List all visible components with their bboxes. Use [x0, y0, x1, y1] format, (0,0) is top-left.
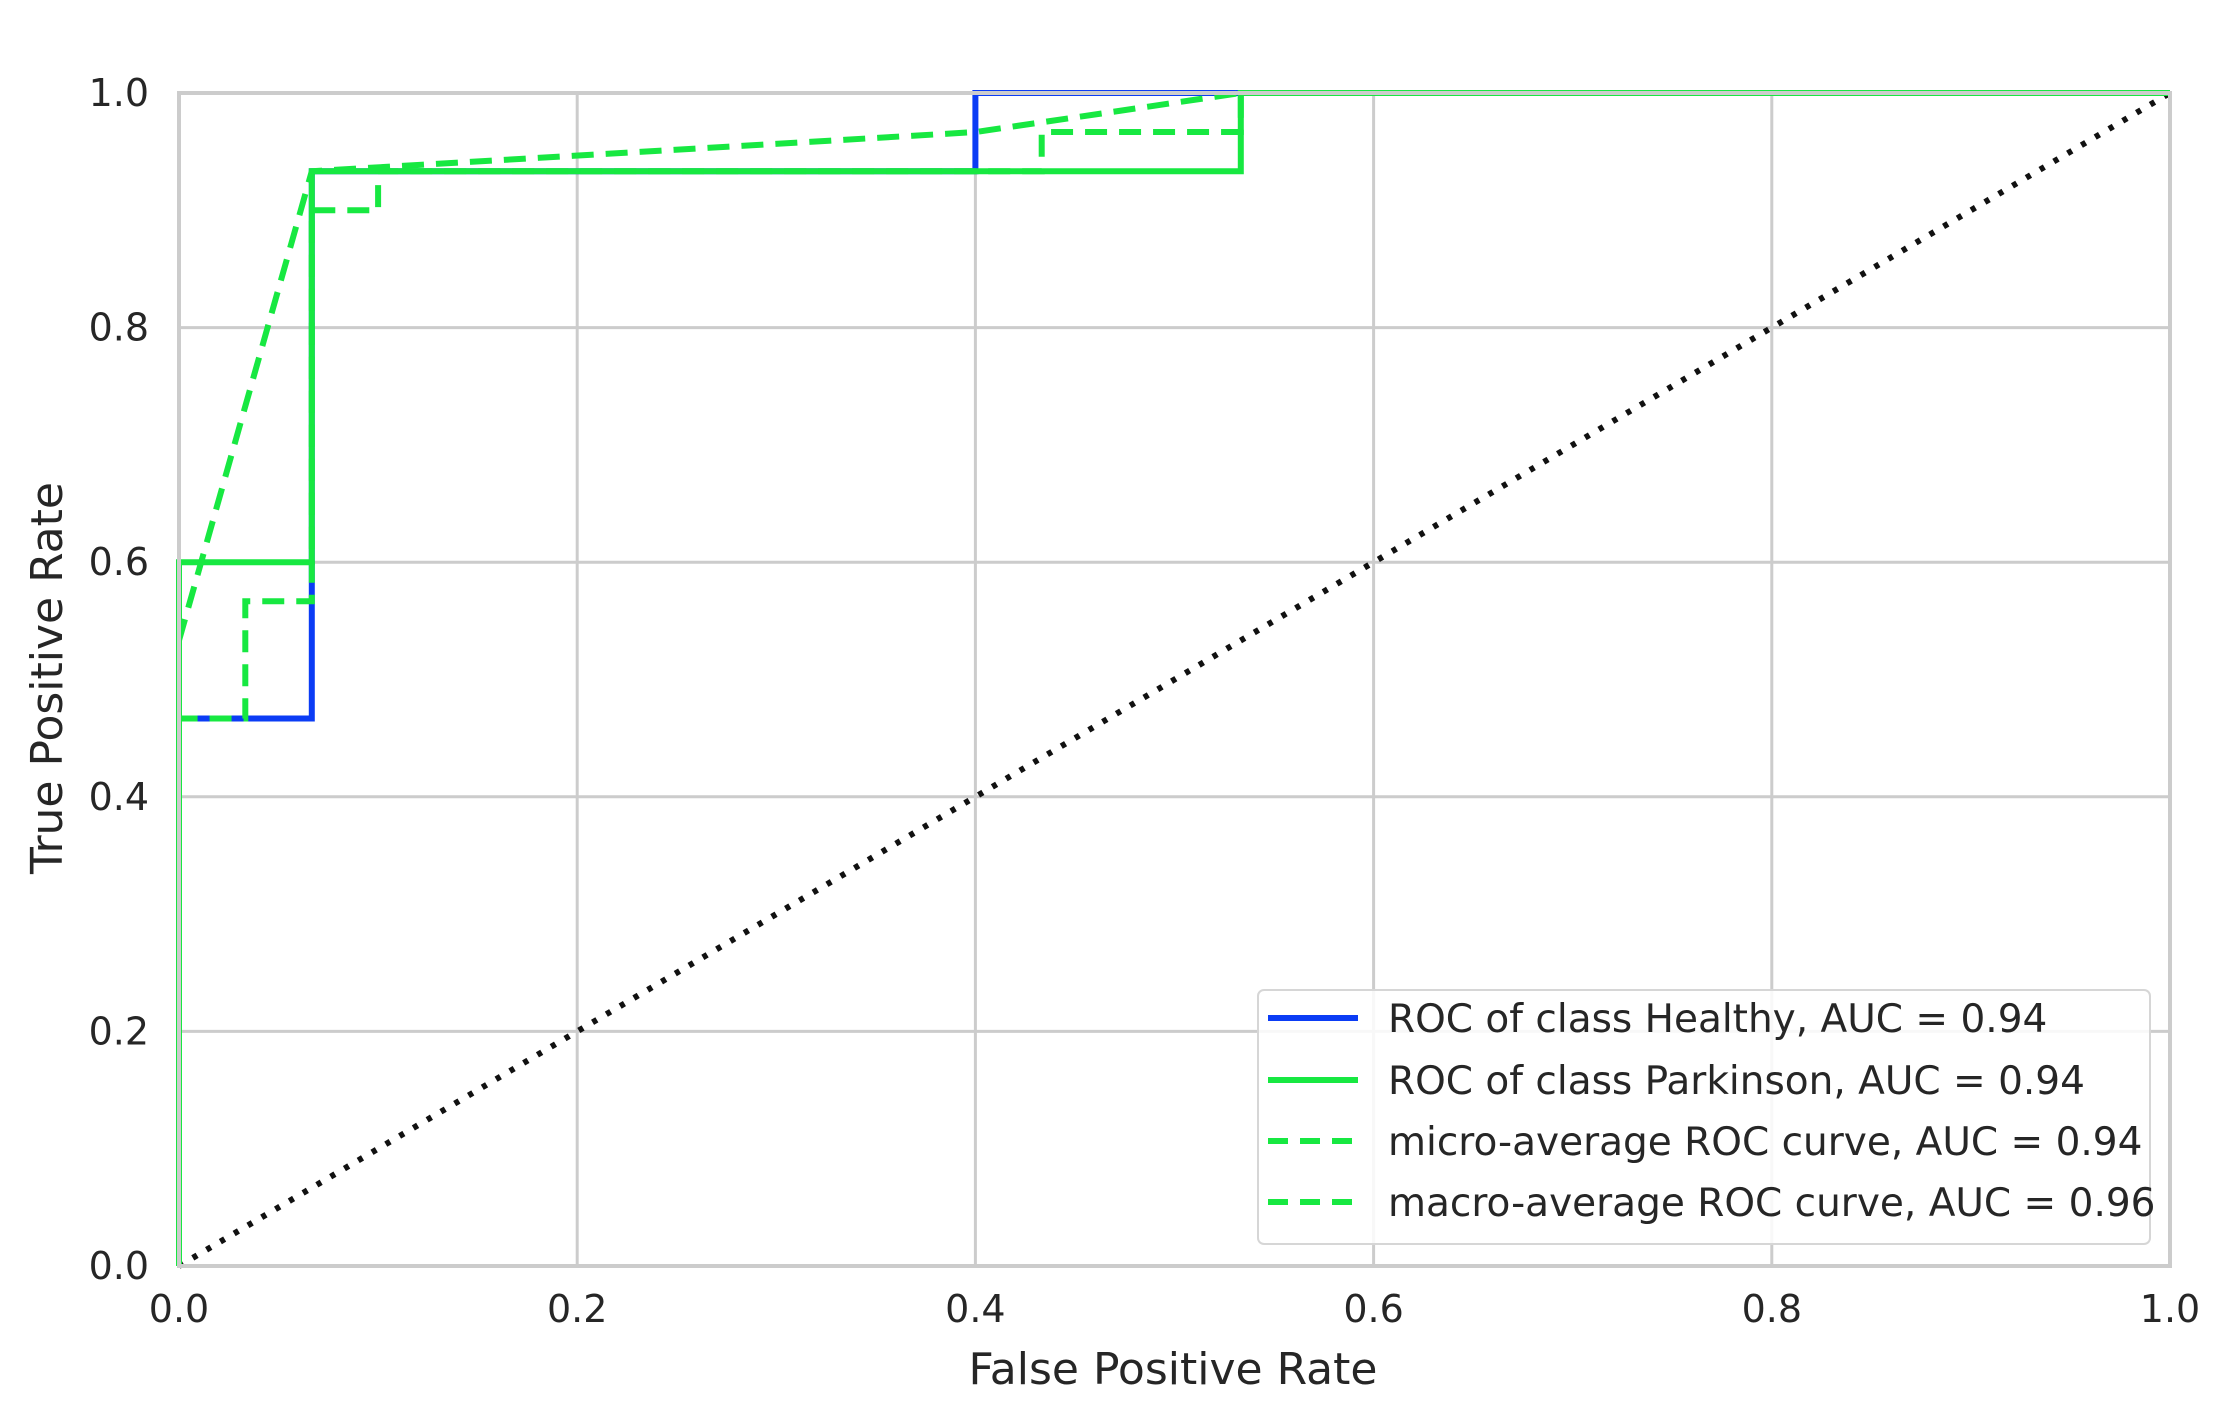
chance-line	[177, 90, 2172, 1269]
legend-label: micro-average ROC curve, AUC = 0.94	[1388, 1120, 2142, 1165]
legend: ROC of class Healthy, AUC = 0.94 ROC of c…	[1257, 989, 2155, 1245]
y-tick-label: 0.6	[89, 540, 149, 584]
x-tick-label: 1.0	[2140, 1287, 2200, 1331]
x-tick-label: 0.0	[149, 1287, 209, 1331]
legend-label: ROC of class Healthy, AUC = 0.94	[1388, 997, 2047, 1042]
y-axis-ticks: 0.0 0.2 0.4 0.6 0.8 1.0	[89, 71, 149, 1288]
x-tick-label: 0.6	[1343, 1287, 1403, 1331]
x-axis-label: False Positive Rate	[969, 1344, 1378, 1395]
legend-label: ROC of class Parkinson, AUC = 0.94	[1388, 1059, 2085, 1104]
y-tick-label: 0.4	[89, 775, 149, 819]
y-tick-label: 1.0	[89, 71, 149, 115]
legend-label: macro-average ROC curve, AUC = 0.96	[1388, 1181, 2155, 1226]
roc-series-2	[176, 90, 2170, 1266]
x-tick-label: 0.2	[547, 1287, 607, 1331]
x-tick-label: 0.8	[1742, 1287, 1802, 1331]
x-tick-label: 0.4	[945, 1287, 1005, 1331]
roc-series-3	[176, 90, 2170, 642]
chance-diagonal	[177, 90, 2172, 1269]
plot-frame	[177, 91, 2172, 1268]
y-tick-label: 0.8	[89, 306, 149, 350]
y-tick-label: 0.2	[89, 1009, 149, 1053]
x-axis-ticks: 0.0 0.2 0.4 0.6 0.8 1.0	[149, 1287, 2200, 1331]
y-tick-label: 0.0	[89, 1244, 149, 1288]
y-axis-label: True Positive Rate	[22, 482, 73, 875]
legend-box	[1257, 989, 2151, 1245]
